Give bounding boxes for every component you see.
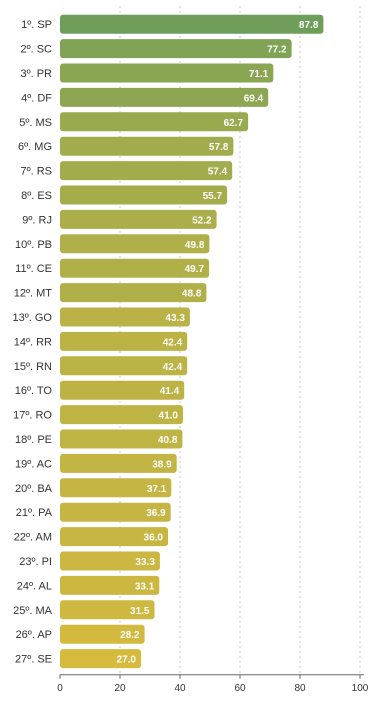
bar [60,112,249,132]
category-label: 15º. RN [14,361,52,373]
value-label: 57.4 [208,167,228,178]
category-label: 21º. PA [16,507,53,519]
value-label: 37.1 [147,484,167,495]
category-label: 9º. RJ [22,214,52,226]
bar [60,575,160,595]
x-tick-label: 100 [352,683,369,694]
category-label: 18º. PE [15,434,52,446]
value-label: 71.1 [249,69,269,80]
bar [60,453,177,473]
category-label: 12º. MT [14,288,53,300]
bar [60,209,217,229]
bar [60,380,185,400]
x-tick-label: 40 [174,683,186,694]
x-tick-label: 20 [114,683,126,694]
bar [60,87,269,107]
category-label: 6º. MG [18,141,52,153]
value-label: 28.2 [120,630,140,641]
value-label: 38.9 [152,459,172,470]
x-tick-label: 60 [234,683,246,694]
category-label: 23º. PI [19,556,52,568]
value-label: 62.7 [224,118,244,129]
bar [60,136,234,156]
bar [60,234,210,254]
x-tick-label: 80 [294,683,306,694]
category-label: 24º. AL [17,580,52,592]
value-label: 43.3 [165,313,185,324]
value-label: 41.4 [160,386,180,397]
value-label: 41.0 [159,411,179,422]
category-label: 26º. AP [16,629,52,641]
category-label: 19º. AC [15,458,52,470]
value-label: 31.5 [130,606,150,617]
category-label: 10º. PB [15,239,52,251]
bar [60,161,233,181]
category-label: 14º. RR [14,336,52,348]
category-label: 13º. GO [13,312,53,324]
value-label: 55.7 [203,191,223,202]
bar [60,283,207,303]
bar [60,527,168,547]
value-label: 49.7 [185,264,205,275]
category-label: 2º. SC [20,44,52,56]
value-label: 87.8 [299,20,319,31]
bar [60,649,141,669]
bar [60,185,228,205]
value-label: 69.4 [244,93,264,104]
category-label: 8º. ES [21,190,52,202]
bars: 1º. SP 87.8 2º. SC 77.2 3º. PR 71.1 4º. DF 69.4… [13,14,324,669]
category-label: 3º. PR [20,68,52,80]
category-label: 27º. SE [15,654,52,666]
bar [60,14,324,34]
value-label: 52.2 [192,215,212,226]
value-label: 36.0 [144,533,164,544]
x-tick-label: 0 [57,683,63,694]
bar [60,478,172,498]
bar [60,600,155,620]
value-label: 33.3 [135,557,155,568]
category-label: 7º. RS [20,166,52,178]
value-label: 42.4 [163,362,183,373]
value-label: 40.8 [158,435,178,446]
bar [60,551,160,571]
bar [60,624,145,644]
value-label: 49.8 [185,240,205,251]
value-label: 36.9 [146,508,166,519]
category-label: 25º. MA [13,605,53,617]
category-label: 1º. SP [21,19,52,31]
category-label: 17º. RO [13,410,52,422]
category-label: 4º. DF [21,92,52,104]
bar [60,63,274,83]
bar [60,258,210,278]
bar [60,307,190,327]
bar [60,331,188,351]
bar [60,39,292,59]
category-label: 5º. MS [19,117,52,129]
value-label: 42.4 [163,337,183,348]
bar [60,502,171,522]
bar [60,356,188,376]
value-label: 48.8 [182,289,202,300]
bar [60,405,183,425]
category-label: 16º. TO [15,385,53,397]
category-label: 11º. CE [15,263,52,275]
x-axis: 0 20 40 60 80 100 [57,674,369,694]
category-label: 20º. BA [15,483,53,495]
value-label: 77.2 [267,45,287,56]
value-label: 27.0 [117,655,137,666]
value-label: 57.8 [209,142,229,153]
value-label: 33.1 [135,581,155,592]
bar [60,429,183,449]
category-label: 22º. AM [14,532,52,544]
